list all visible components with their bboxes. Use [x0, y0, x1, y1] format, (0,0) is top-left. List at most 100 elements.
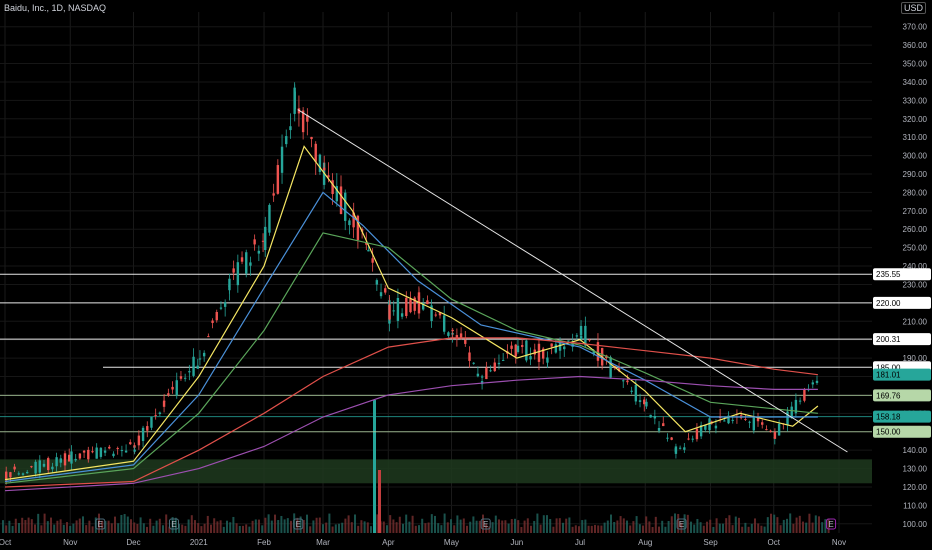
- y-tick-label: 340.00: [903, 78, 928, 87]
- volume-bar: [638, 524, 641, 533]
- support-zone: [0, 459, 872, 484]
- volume-spike: [373, 400, 376, 533]
- volume-bar: [139, 517, 142, 533]
- volume-bar: [386, 525, 388, 533]
- candle-body: [323, 167, 326, 171]
- candle-body: [579, 335, 583, 340]
- volume-bar: [725, 518, 728, 533]
- candle-body: [207, 336, 210, 338]
- volume-bar: [622, 518, 625, 533]
- x-tick-label: Jun: [510, 538, 523, 547]
- volume-bar: [261, 525, 264, 533]
- volume-bar: [18, 523, 20, 533]
- volume-bar: [322, 524, 324, 533]
- volume-bar: [66, 522, 68, 533]
- volume-bar: [738, 517, 740, 533]
- candle-body: [124, 450, 128, 453]
- moving-average-line: [4, 145, 819, 481]
- candle-body: [51, 466, 54, 470]
- candle-body: [520, 345, 524, 347]
- candle-body: [485, 367, 488, 380]
- candle-body: [112, 453, 115, 457]
- candle-body: [529, 356, 532, 360]
- candle-body: [240, 257, 244, 262]
- volume-bar: [21, 517, 24, 533]
- volume-bar: [62, 524, 65, 533]
- volume-bar: [27, 517, 30, 533]
- candle-body: [264, 226, 267, 251]
- volume-bar: [126, 516, 129, 533]
- candle-body: [622, 380, 625, 382]
- candle-body: [421, 303, 425, 310]
- candle-body: [253, 239, 256, 245]
- volume-bar: [706, 521, 708, 533]
- moving-average-line: [4, 191, 818, 483]
- volume-bar: [763, 526, 766, 533]
- volume-bar: [40, 525, 43, 533]
- volume-bar: [555, 518, 558, 533]
- volume-bar: [280, 515, 283, 533]
- candle-body: [232, 268, 235, 273]
- price-level-tag: [873, 425, 931, 438]
- volume-bar: [37, 513, 40, 533]
- candle-body: [280, 146, 284, 173]
- volume-bar: [174, 517, 177, 533]
- volume-bar: [283, 519, 286, 533]
- volume-bar: [635, 516, 638, 533]
- volume-bar: [363, 521, 366, 533]
- price-level-label: 200.31: [876, 335, 901, 344]
- y-tick-label: 320.00: [903, 115, 928, 124]
- volume-bar: [776, 517, 779, 533]
- candle-body: [575, 335, 579, 337]
- candle-body: [546, 357, 549, 360]
- candle-body: [480, 376, 484, 378]
- volume-bar: [101, 520, 104, 533]
- candle-body: [708, 418, 711, 431]
- chart-title: Baidu, Inc., 1D, NASDAQ: [4, 3, 107, 13]
- volume-bar: [645, 516, 648, 533]
- volume-bar: [14, 518, 17, 533]
- volume-bar: [629, 525, 632, 533]
- y-tick-label: 230.00: [903, 280, 928, 289]
- candle-body: [141, 427, 145, 442]
- volume-bar: [360, 520, 363, 533]
- candle-body: [70, 451, 73, 464]
- volume-bar: [734, 516, 737, 533]
- volume-bar: [744, 522, 747, 533]
- volume-bar: [2, 520, 4, 533]
- volume-bar: [805, 522, 808, 533]
- volume-bar: [754, 518, 756, 533]
- candle-body: [30, 466, 33, 468]
- volume-bar: [782, 519, 785, 533]
- candle-body: [268, 204, 271, 233]
- volume-bar: [382, 521, 385, 533]
- volume-bar: [226, 520, 228, 533]
- volume-bar: [306, 514, 308, 533]
- volume-bar: [741, 526, 744, 533]
- candle-body: [617, 367, 621, 372]
- candle-body: [129, 442, 132, 445]
- candle-body: [815, 380, 819, 383]
- candle-body: [219, 307, 223, 309]
- volume-bar: [501, 520, 504, 533]
- candle-body: [476, 373, 480, 377]
- volume-bar: [286, 518, 289, 533]
- candle-body: [196, 365, 199, 369]
- volume-bar: [354, 514, 356, 533]
- candle-body: [430, 305, 433, 322]
- volume-bar: [402, 523, 404, 533]
- volume-bar: [392, 519, 395, 533]
- currency-label[interactable]: USD: [900, 2, 926, 14]
- volume-bar: [210, 524, 212, 533]
- volume-bar: [98, 513, 100, 533]
- candle-body: [171, 386, 174, 390]
- candle-body: [236, 262, 240, 286]
- candle-body: [541, 348, 545, 359]
- volume-bar: [578, 526, 580, 533]
- candle-body: [150, 416, 153, 428]
- volume-bar: [770, 513, 772, 533]
- y-tick-label: 310.00: [903, 133, 928, 142]
- candle-body: [695, 428, 699, 440]
- price-level-tag: [873, 368, 931, 381]
